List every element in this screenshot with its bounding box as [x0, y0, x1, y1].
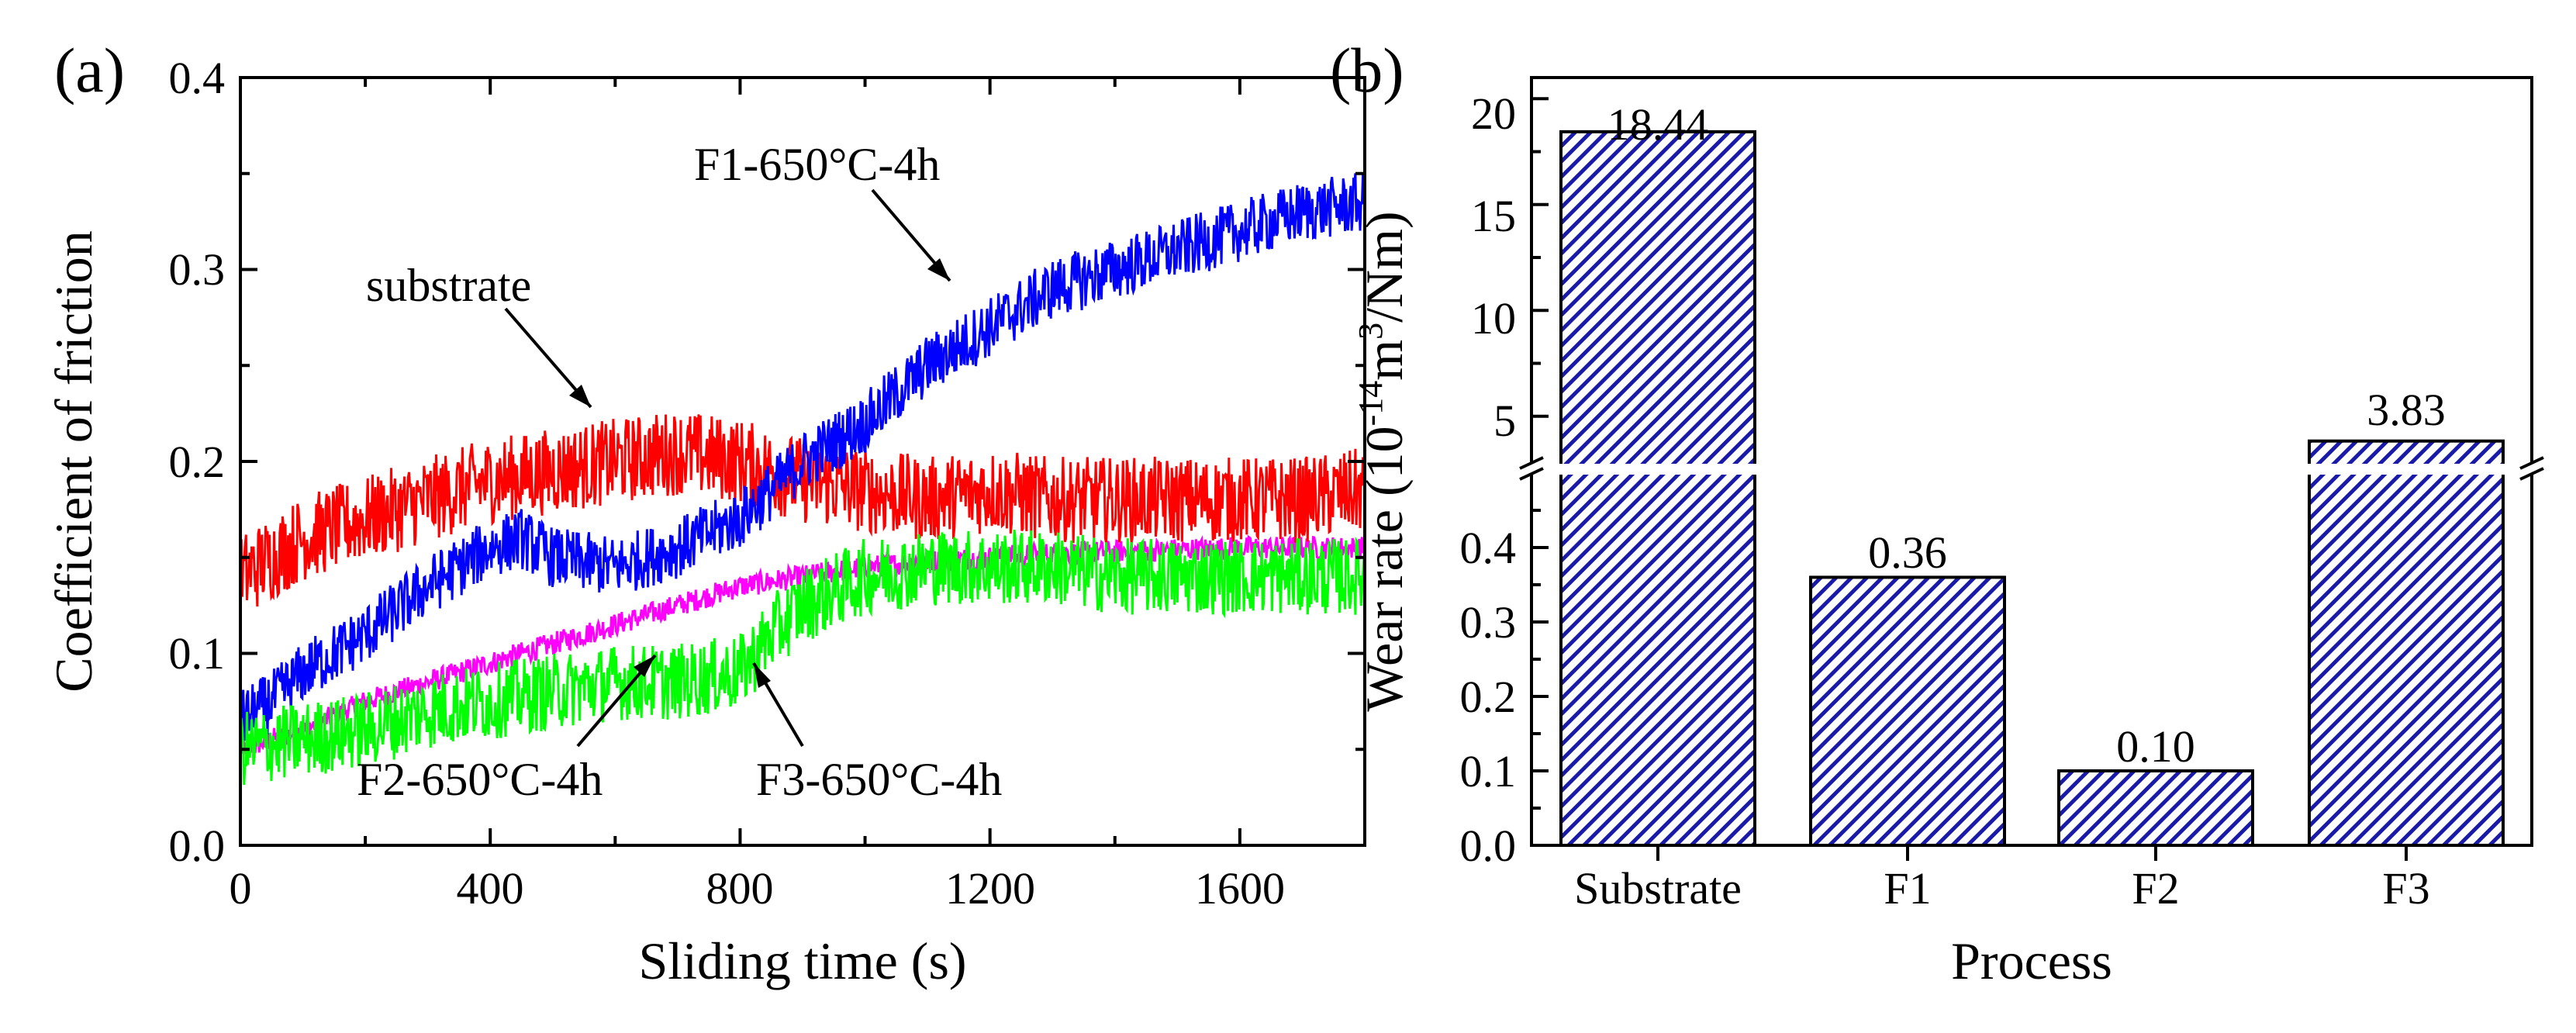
b-category-label: Substrate [1574, 863, 1742, 914]
b-ytick-label: 15 [1471, 191, 1516, 241]
panel-a: (a) 0 400 800 1200 1600 0.0 0.1 0.2 0.3 … [44, 35, 1366, 990]
series-line [240, 173, 1365, 741]
panel-b: (b) 0.0 0.1 0.2 0.3 0.4 5 10 15 20 Subst… [1330, 35, 2544, 990]
b-category-label: F3 [2382, 863, 2429, 914]
b-ytick-label: 5 [1493, 396, 1516, 446]
b-y-axis-title-part: m [1355, 340, 1414, 381]
a-series-group [240, 173, 1365, 786]
a-xtick-label: 1600 [1195, 863, 1285, 914]
a-ytick-label: 0.1 [169, 628, 226, 679]
b-ytick-label: 0.3 [1460, 597, 1517, 648]
b-ytick-label: 0.1 [1460, 746, 1517, 796]
b-y-axis-title-part: Wear rate (10 [1355, 426, 1414, 711]
b-y-axis-title-part: /Nm) [1355, 211, 1414, 323]
a-y-axis-title: Coefficient of friction [44, 230, 103, 692]
a-xtick-label: 800 [706, 863, 774, 914]
annotation-f1: F1-650°C-4h [694, 139, 940, 190]
axis-break-mark-right [2519, 456, 2544, 481]
a-xtick-label: 400 [457, 863, 524, 914]
b-value-label: 3.83 [2367, 385, 2446, 435]
b-y-axis-title: Wear rate (10-14m3/Nm) [1352, 211, 1414, 711]
bar-f2 [2057, 769, 2254, 847]
panel-b-label: (b) [1330, 35, 1404, 105]
b-value-label: 18.44 [1607, 99, 1709, 150]
annotation-substrate: substrate [366, 260, 531, 311]
a-ytick-label: 0.2 [169, 437, 226, 487]
b-category-label: F2 [2132, 863, 2179, 914]
annotation-f2: F2-650°C-4h [357, 754, 603, 805]
arrowhead-f3 [754, 663, 771, 688]
b-y-axis-title-sup: -14 [1352, 381, 1390, 427]
arrowhead-f2 [634, 655, 655, 677]
panel-a-label: (a) [54, 35, 125, 105]
series-line [240, 534, 1365, 755]
a-x-axis-title: Sliding time (s) [638, 931, 966, 990]
b-ticks [1531, 97, 2408, 861]
series-line [240, 414, 1365, 614]
b-category-label: F1 [1884, 863, 1931, 914]
a-ytick-label: 0.3 [169, 244, 226, 295]
annotation-f3: F3-650°C-4h [756, 754, 1002, 805]
a-xtick-label: 0 [230, 863, 252, 914]
bar-substrate [1559, 130, 1756, 847]
b-ytick-label: 0.0 [1460, 821, 1517, 871]
b-ytick-label: 20 [1471, 88, 1516, 139]
b-value-label: 0.36 [1868, 527, 1947, 578]
a-xtick-label: 1200 [945, 863, 1035, 914]
b-y-axis-title-sup: 3 [1352, 323, 1390, 340]
b-ytick-label: 10 [1471, 293, 1516, 344]
arrowhead-substrate [569, 385, 591, 407]
arrowhead-f1 [927, 258, 950, 281]
b-bars-group [1559, 130, 2505, 848]
b-value-label: 0.10 [2116, 721, 2195, 772]
a-ytick-label: 0.0 [169, 821, 226, 871]
a-ytick-label: 0.4 [169, 53, 226, 103]
axis-break-gap [1525, 464, 2540, 475]
bar-f1 [1809, 575, 2006, 848]
a-ticks [239, 76, 1366, 847]
axis-break-mark-left [1519, 456, 1544, 481]
bar-f3 [2308, 439, 2505, 847]
b-ytick-label: 0.4 [1460, 523, 1517, 573]
b-ytick-label: 0.2 [1460, 672, 1517, 722]
series-line [240, 530, 1365, 786]
b-x-axis-title: Process [1951, 931, 2112, 990]
